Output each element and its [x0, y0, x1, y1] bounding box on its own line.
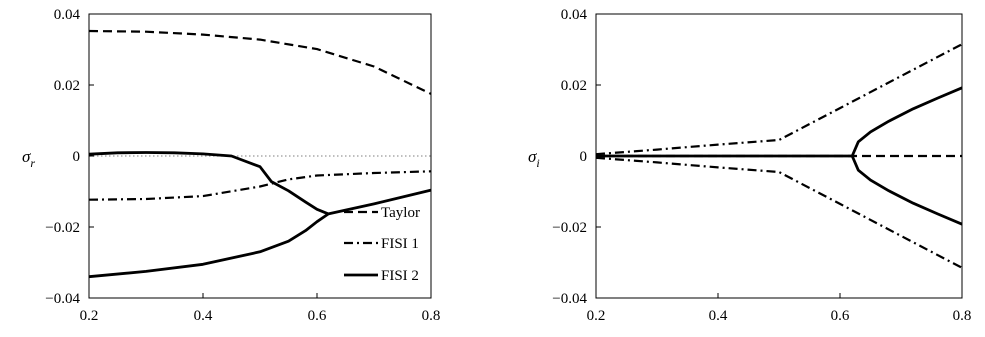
left-y-axis-label: σr [22, 147, 35, 170]
right-x-tick-label: 0.2 [587, 308, 606, 324]
right-y-tick-label: −0.04 [552, 291, 587, 307]
left-chart-panel: 0.2 0.4 0.6 0.8 0.04 0.02 0 −0.02 −0.04 σr Taylor F… [22, 7, 440, 324]
left-y-tick-label: 0.04 [54, 7, 81, 23]
right-series-line-1 [595, 43, 963, 156]
left-series-line-4 [328, 188, 432, 216]
left-x-tick-label: 0.6 [308, 308, 327, 324]
right-x-tick-label: 0.6 [831, 308, 850, 324]
right-chart-panel: 0.2 0.4 0.6 0.8 0.04 0.02 0 −0.02 −0.04 σi [528, 7, 971, 324]
right-x-tick-label: 0.8 [953, 308, 972, 324]
left-y-tick-label: −0.02 [45, 220, 80, 236]
right-y-tick-label: 0 [580, 149, 588, 165]
right-y-tick-label: 0.02 [561, 78, 587, 94]
right-y-tick-label: 0.04 [561, 7, 588, 23]
right-series-line-5 [850, 155, 963, 226]
left-x-tick-label: 0.8 [422, 308, 441, 324]
left-x-tick-label: 0.4 [194, 308, 213, 324]
right-y-tick-label: −0.02 [552, 220, 587, 236]
right-y-axis-label: σi [528, 147, 540, 170]
left-x-tick-label: 0.2 [80, 308, 99, 324]
right-series-line-2 [595, 156, 963, 269]
left-series-line-2 [88, 151, 329, 216]
left-series-line-0 [88, 29, 432, 95]
right-series-line-4 [850, 86, 963, 157]
legend-entry-label: FISI 1 [381, 236, 419, 252]
legend-entry-label: FISI 2 [381, 268, 419, 284]
left-legend: Taylor FISI 1 FISI 2 [344, 205, 420, 284]
left-y-tick-label: 0.02 [54, 78, 80, 94]
right-x-tick-label: 0.4 [709, 308, 728, 324]
left-y-tick-label: −0.04 [45, 291, 80, 307]
left-series-line-3 [88, 212, 330, 279]
legend-entry-label: Taylor [381, 205, 420, 221]
left-plot-frame [88, 13, 432, 299]
left-series-line-1 [88, 170, 432, 201]
left-y-tick-label: 0 [73, 149, 81, 165]
